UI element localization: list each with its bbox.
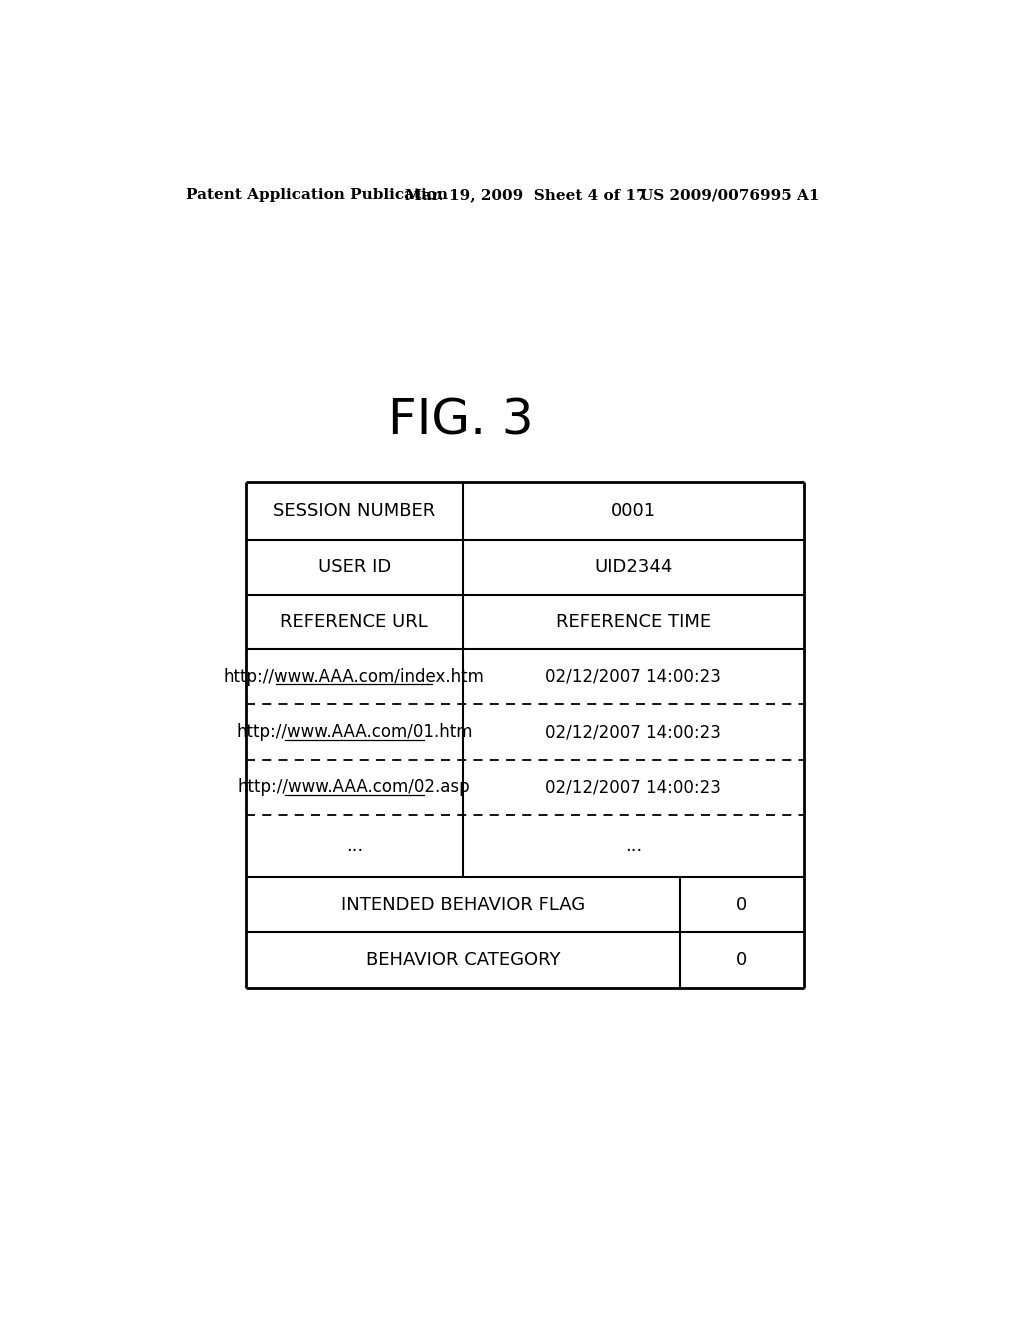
Text: SESSION NUMBER: SESSION NUMBER (273, 502, 435, 520)
Text: http://www.AAA.com/01.htm: http://www.AAA.com/01.htm (237, 723, 472, 741)
Text: 02/12/2007 14:00:23: 02/12/2007 14:00:23 (546, 668, 721, 685)
Text: REFERENCE URL: REFERENCE URL (281, 612, 428, 631)
Text: Mar. 19, 2009  Sheet 4 of 17: Mar. 19, 2009 Sheet 4 of 17 (406, 189, 647, 202)
Text: INTENDED BEHAVIOR FLAG: INTENDED BEHAVIOR FLAG (341, 895, 585, 913)
Text: http://www.AAA.com/02.asp: http://www.AAA.com/02.asp (238, 779, 471, 796)
Text: FIG. 3: FIG. 3 (388, 396, 535, 445)
Text: USER ID: USER ID (317, 558, 391, 577)
Text: 0: 0 (736, 895, 748, 913)
Text: Patent Application Publication: Patent Application Publication (186, 189, 449, 202)
Text: 0: 0 (736, 950, 748, 969)
Text: http://www.AAA.com/index.htm: http://www.AAA.com/index.htm (224, 668, 484, 685)
Text: REFERENCE TIME: REFERENCE TIME (556, 612, 711, 631)
Text: UID2344: UID2344 (594, 558, 673, 577)
Text: 0001: 0001 (610, 502, 655, 520)
Text: US 2009/0076995 A1: US 2009/0076995 A1 (640, 189, 819, 202)
Text: ...: ... (625, 837, 642, 855)
Text: 02/12/2007 14:00:23: 02/12/2007 14:00:23 (546, 723, 721, 741)
Text: 02/12/2007 14:00:23: 02/12/2007 14:00:23 (546, 779, 721, 796)
Text: BEHAVIOR CATEGORY: BEHAVIOR CATEGORY (366, 950, 560, 969)
Text: ...: ... (346, 837, 362, 855)
